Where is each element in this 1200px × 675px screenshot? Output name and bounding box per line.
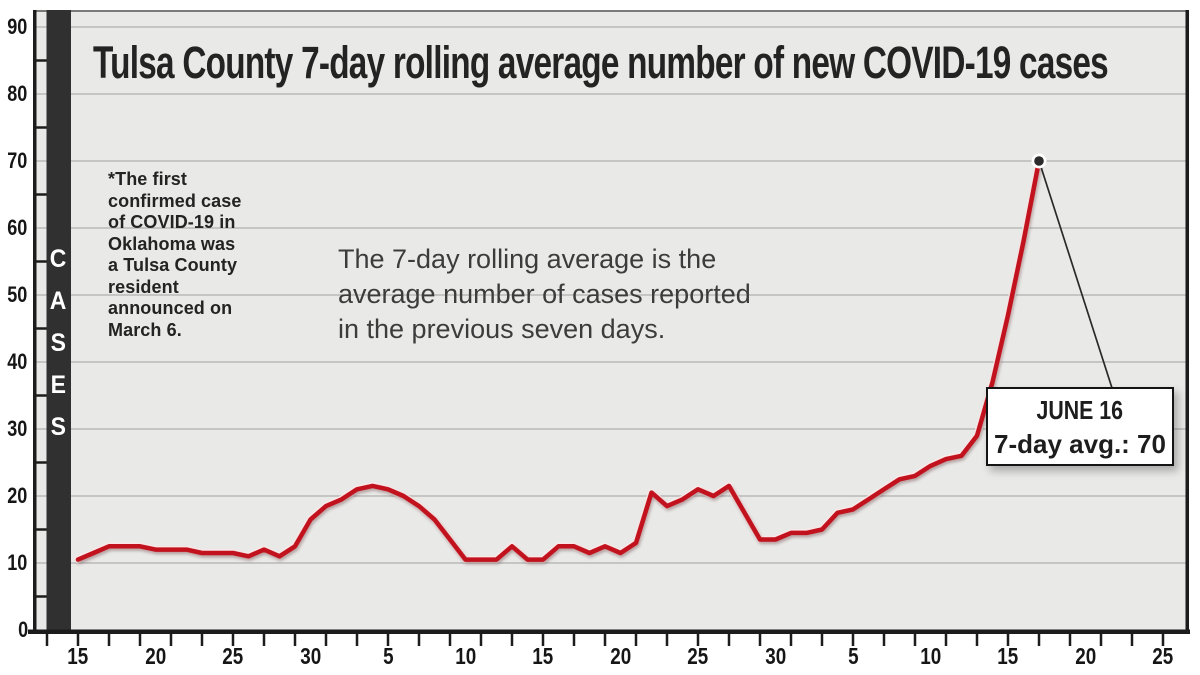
y-axis-title-letter: S [50, 413, 67, 441]
x-tick-label: 30 [765, 643, 786, 669]
x-tick-label: 15 [67, 643, 89, 669]
plot-area [35, 10, 1189, 632]
footnote-line: resident [108, 276, 179, 297]
x-tick-label: 20 [610, 643, 631, 669]
y-tick-label: 80 [6, 81, 27, 106]
x-tick-label: 5 [382, 643, 394, 669]
plot-right-border [1185, 10, 1189, 632]
footnote-line: a Tulsa County [108, 255, 238, 275]
x-axis-line [28, 629, 1190, 634]
y-axis-line [33, 10, 37, 634]
x-tick-label: 10 [455, 643, 476, 669]
y-tick-label: 20 [6, 483, 27, 508]
footnote-line: Oklahoma was [108, 233, 236, 254]
x-tick-label: 5 [847, 643, 859, 669]
footnote-annotation: *The first confirmed case of COVID-19 in Ok… [108, 169, 328, 341]
x-tick-label: 10 [920, 643, 941, 669]
chart-title: Tulsa County 7-day rolling average numbe… [93, 37, 1109, 88]
trend-line [75, 158, 1042, 562]
description-line: The 7-day rolling average is the [338, 244, 717, 274]
x-tick-label: 25 [687, 643, 709, 669]
y-axis-title-letter: C [50, 245, 67, 273]
footnote-line: of COVID-19 in [108, 212, 236, 232]
description-line: in the previous seven days. [338, 314, 666, 344]
x-tick-label: 25 [1152, 643, 1174, 669]
x-tick-label: 25 [222, 643, 244, 669]
peak-callout: JUNE 16 7-day avg.: 70 [986, 387, 1174, 466]
x-tick-label: 20 [1075, 643, 1096, 669]
y-tick-label: 10 [6, 550, 27, 575]
y-axis-title-letter: S [50, 329, 67, 357]
y-tick-label: 90 [6, 14, 27, 39]
callout-date: JUNE 16 [1036, 394, 1124, 425]
x-tick-label: 30 [300, 643, 321, 669]
description-line: average number of cases reported [338, 279, 751, 309]
peak-marker-dot [1034, 156, 1044, 166]
y-tick-label: 40 [6, 349, 27, 374]
x-tick-label: 20 [145, 643, 166, 669]
footnote-line: March 6. [108, 319, 182, 340]
x-tick-label: 15 [997, 643, 1019, 669]
y-tick-label: 70 [6, 148, 27, 173]
callout-leader-line [1040, 166, 1113, 389]
y-tick-label: 60 [6, 215, 27, 240]
y-axis-title-letter: A [50, 287, 67, 315]
y-tick-label: 50 [6, 282, 27, 307]
y-axis-title-letter: E [50, 371, 67, 399]
footnote-line: confirmed case [108, 190, 242, 211]
callout-value: 7-day avg.: 70 [994, 428, 1166, 459]
x-tick-label: 15 [532, 643, 554, 669]
y-tick-label: 30 [6, 416, 27, 441]
y-tick-label: 0 [17, 617, 28, 642]
y-axis-title-bar [46, 10, 71, 632]
footnote-line: announced on [108, 298, 233, 318]
description-annotation: The 7-day rolling average is the average … [338, 242, 818, 347]
footnote-line: *The first [108, 169, 188, 189]
